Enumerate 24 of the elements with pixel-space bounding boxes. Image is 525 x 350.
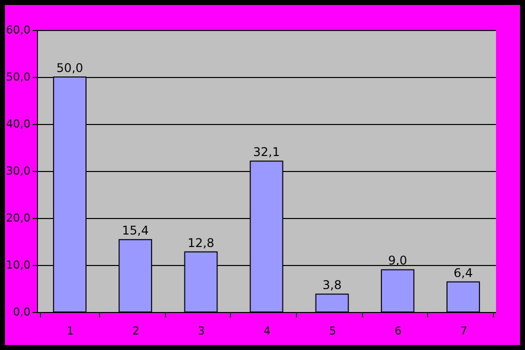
data-label: 32,1	[253, 145, 280, 160]
data-label: 9,0	[388, 254, 408, 268]
bar	[446, 281, 480, 312]
data-label: 12,8	[188, 236, 214, 250]
y-tick-label: 20,0	[6, 212, 30, 224]
x-tick-label: 1	[66, 324, 74, 338]
y-tick-label: 0,0	[13, 306, 30, 318]
bar	[380, 269, 414, 312]
bar	[315, 294, 349, 312]
data-label: 6,4	[454, 266, 473, 280]
y-tick-label: 50,0	[6, 70, 30, 84]
data-label: 15,4	[122, 224, 149, 238]
x-tick-label: 7	[460, 324, 468, 338]
x-tick-label: 4	[264, 324, 270, 338]
x-tick-label: 5	[329, 324, 336, 338]
data-label: 3,8	[322, 278, 342, 292]
y-tick-label: 10,0	[6, 258, 30, 272]
y-tick-label: 40,0	[6, 118, 30, 130]
y-tick-label: 60,0	[6, 24, 30, 36]
x-tick-label: 3	[198, 324, 205, 338]
data-label: 50,0	[56, 61, 84, 75]
x-tick-label: 6	[394, 324, 402, 338]
y-tick-label: 30,0	[6, 164, 30, 178]
x-tick-label: 2	[132, 324, 140, 338]
